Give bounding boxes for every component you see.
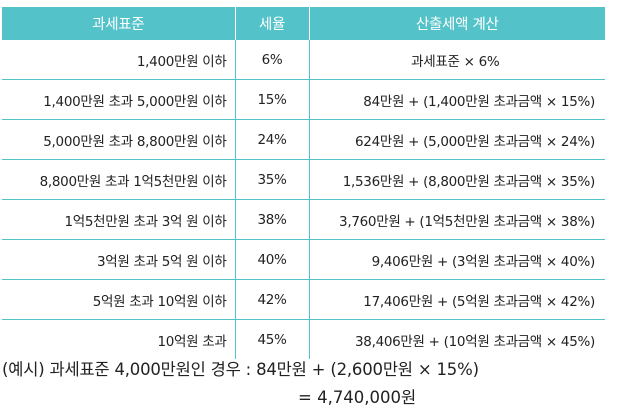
tax-rate-cell: 6% bbox=[235, 40, 310, 80]
tax-calc-cell: 38,406만원 + (10억원 초과금액 × 45%) bbox=[355, 333, 595, 350]
table-header-row: 과세표준 세율 산출세액 계산 bbox=[2, 7, 605, 40]
tax-base-cell: 3억원 초과 5억 원 이하 bbox=[2, 239, 236, 280]
tax-rate-cell: 15% bbox=[235, 79, 310, 120]
tax-calc-cell: 3,760만원 + (1억5천만원 초과금액 × 38%) bbox=[309, 199, 605, 240]
tax-calc-cell: 84만원 + (1,400만원 초과금액 × 15%) bbox=[309, 79, 605, 120]
tax-rate-cell: 40% bbox=[235, 239, 310, 280]
header-tax-calculation: 산출세액 계산 bbox=[309, 7, 605, 40]
tax-base-cell: 1억5천만원 초과 3억 원 이하 bbox=[2, 199, 236, 240]
tax-base-cell: 5,000만원 초과 8,800만원 이하 bbox=[2, 119, 236, 160]
header-tax-rate: 세율 bbox=[235, 7, 310, 40]
table-row: 1,400만원 이하 6% 과세표준 × 6% bbox=[2, 40, 605, 80]
tax-calc-cell: 과세표준 × 6% bbox=[309, 40, 605, 80]
tax-calc-cell: 624만원 + (5,000만원 초과금액 × 24%) bbox=[309, 119, 605, 160]
table-row: 3억원 초과 5억 원 이하 40% 9,406만원 + (3억원 초과금액 ×… bbox=[2, 239, 605, 280]
tax-calc-cell: 1,536만원 + (8,800만원 초과금액 × 35%) bbox=[309, 159, 605, 200]
tax-rate-table: 과세표준 세율 산출세액 계산 1,400만원 이하 6% 과세표준 × 6% … bbox=[2, 7, 605, 359]
table-row: 10억원 초과 45% 38,406만원 + (10억원 초과금액 × 45%) bbox=[2, 319, 605, 359]
header-tax-base: 과세표준 bbox=[2, 7, 236, 40]
table-row: 1억5천만원 초과 3억 원 이하 38% 3,760만원 + (1억5천만원 … bbox=[2, 199, 605, 240]
tax-calc-cell: 9,406만원 + (3억원 초과금액 × 40%) bbox=[309, 239, 605, 280]
tax-rate-cell: 35% bbox=[235, 159, 310, 200]
tax-rate-cell: 38% bbox=[235, 199, 310, 240]
table-row: 1,400만원 초과 5,000만원 이하 15% 84만원 + (1,400만… bbox=[2, 79, 605, 120]
tax-rate-cell: 45% bbox=[235, 319, 310, 359]
table-row: 5,000만원 초과 8,800만원 이하 24% 624만원 + (5,000… bbox=[2, 119, 605, 160]
tax-base-cell: 1,400만원 초과 5,000만원 이하 bbox=[2, 79, 236, 120]
example-result: = 4,740,000원 bbox=[298, 388, 417, 407]
tax-calc-cell: 17,406만원 + (5억원 초과금액 × 42%) bbox=[309, 279, 605, 320]
tax-base-cell: 8,800만원 초과 1억5천만원 이하 bbox=[2, 159, 236, 200]
tax-rate-cell: 24% bbox=[235, 119, 310, 160]
table-row: 5억원 초과 10억원 이하 42% 17,406만원 + (5억원 초과금액 … bbox=[2, 279, 605, 320]
tax-base-cell: 10억원 초과 bbox=[2, 319, 236, 359]
table-row: 8,800만원 초과 1억5천만원 이하 35% 1,536만원 + (8,80… bbox=[2, 159, 605, 200]
tax-base-cell: 5억원 초과 10억원 이하 bbox=[2, 279, 236, 320]
tax-rate-cell: 42% bbox=[235, 279, 310, 320]
example-calculation: (예시) 과세표준 4,000만원인 경우 : 84만원 + (2,600만원 … bbox=[2, 360, 479, 379]
tax-base-cell: 1,400만원 이하 bbox=[2, 40, 236, 80]
